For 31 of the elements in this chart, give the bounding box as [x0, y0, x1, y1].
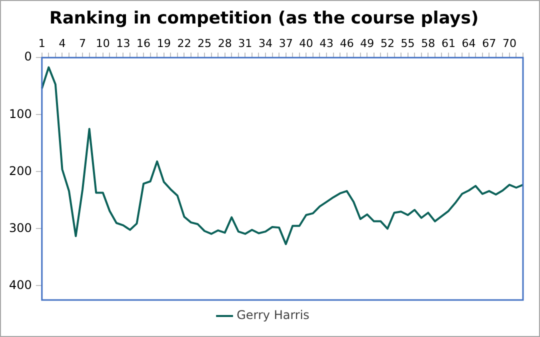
chart-title: Ranking in competition (as the course plays): [49, 8, 479, 29]
x-tick-label: 46: [340, 36, 354, 50]
x-tick-label: 52: [380, 36, 394, 50]
y-tick-label: 400: [9, 278, 32, 292]
x-tick-label: 40: [299, 36, 314, 50]
x-tick-label: 16: [136, 36, 151, 50]
x-tick-label: 13: [116, 36, 130, 50]
x-tick-label: 25: [198, 36, 212, 50]
x-tick-label: 64: [462, 36, 476, 50]
x-tick-label: 31: [238, 36, 252, 50]
y-tick-label: 200: [9, 164, 32, 178]
x-tick-label: 34: [258, 36, 273, 50]
x-tick-label: 10: [96, 36, 110, 50]
x-tick-label: 19: [156, 36, 171, 50]
x-tick-label: 55: [400, 36, 415, 50]
x-tick-label: 4: [58, 36, 66, 50]
x-tick-label: 61: [441, 36, 456, 50]
y-tick-label: 100: [9, 106, 32, 121]
x-tick-label: 28: [218, 36, 232, 50]
x-tick-label: 7: [79, 36, 86, 50]
x-tick-label: 43: [319, 36, 334, 50]
x-tick-label: 1: [38, 36, 46, 50]
x-tick-label: 58: [421, 36, 436, 50]
x-tick-label: 22: [177, 36, 192, 50]
x-tick-label: 37: [278, 36, 293, 50]
x-tick-label: 70: [502, 36, 516, 50]
y-tick-label: 300: [9, 220, 32, 235]
legend-label: Gerry Harris: [236, 308, 310, 322]
x-tick-label: 49: [360, 36, 374, 50]
y-tick-label: 0: [24, 50, 32, 64]
x-tick-label: 67: [482, 36, 496, 50]
